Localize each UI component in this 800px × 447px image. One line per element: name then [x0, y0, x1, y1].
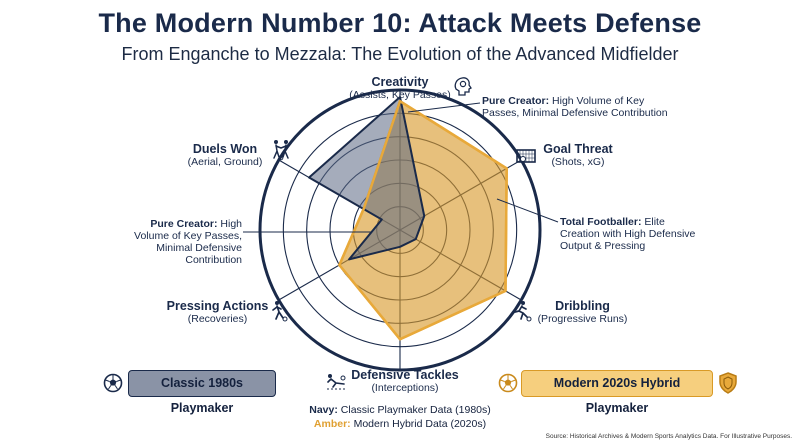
axis-label-duels-won: Duels Won (Aerial, Ground): [180, 143, 270, 169]
data-note-amber: Amber: Modern Hybrid Data (2020s): [0, 418, 800, 431]
navy-label: Navy:: [309, 404, 338, 416]
axis-name: Goal Threat: [543, 142, 613, 156]
annotation-total-footballer: Total Footballer: Elite Creation with Hi…: [560, 216, 700, 252]
sliding-tackle-icon: [327, 374, 346, 390]
football-icon: [103, 373, 123, 393]
source-note: Source: Historical Archives & Modern Spo…: [545, 433, 792, 440]
navy-text: Classic Playmaker Data (1980s): [337, 404, 491, 416]
goal-net-icon: [516, 149, 536, 163]
annotation-pure-creator-top: Pure Creator: High Volume of Key Passes,…: [482, 95, 682, 119]
series-classic-area: [308, 96, 426, 261]
pressing-player-icon: [272, 301, 288, 322]
axis-label-creativity: Creativity (Assists, Key Passes): [330, 76, 470, 102]
axis-name: Duels Won: [192, 142, 258, 156]
annotation-bold: Pure Creator:: [150, 218, 218, 230]
page-subtitle: From Enganche to Mezzala: The Evolution …: [121, 44, 679, 64]
axis-sub: (Recoveries): [187, 313, 248, 325]
page-title: The Modern Number 10: Attack Meets Defen…: [98, 8, 702, 38]
duel-players-icon: [273, 140, 289, 161]
axis-label-dribbling: Dribbling (Progressive Runs): [530, 300, 635, 326]
shield-icon: [719, 372, 737, 394]
annotation-leader-line: [407, 102, 481, 113]
axis-sub: (Interceptions): [371, 382, 439, 394]
annotation-leader-line: [496, 198, 559, 223]
amber-text: Modern Hybrid Data (2020s): [350, 418, 487, 430]
data-note-navy: Navy: Classic Playmaker Data (1980s): [0, 404, 800, 417]
dribbling-player-icon: [514, 301, 532, 322]
axis-name: Defensive Tackles: [351, 368, 459, 382]
axis-name: Dribbling: [555, 299, 610, 313]
axis-sub: (Progressive Runs): [537, 313, 628, 325]
annotation-bold: Total Footballer:: [560, 216, 642, 228]
annotation-bold: Pure Creator:: [482, 95, 550, 107]
axis-sub: (Shots, xG): [551, 156, 605, 168]
annotation-text: Elite Creation with High Defensive Outpu…: [560, 216, 696, 252]
axis-sub: (Aerial, Ground): [187, 156, 263, 168]
annotation-text: High Volume of Key Passes, Minimal Defen…: [482, 95, 668, 119]
annotation-pure-creator-left: Pure Creator: High Volume of Key Passes,…: [122, 218, 242, 266]
legend-classic-playmaker: Classic 1980s Playmaker: [128, 370, 276, 415]
axis-label-defensive-tackles: Defensive Tackles (Interceptions): [340, 369, 470, 395]
axis-label-goal-threat: Goal Threat (Shots, xG): [538, 143, 618, 169]
brain-gear-icon: [454, 77, 472, 96]
amber-label: Amber:: [313, 418, 351, 430]
football-icon: [498, 373, 518, 393]
axis-sub: (Assists, Key Passes): [349, 89, 451, 101]
annotation-text: High Volume of Key Passes, Minimal Defen…: [134, 218, 242, 266]
axis-label-pressing-actions: Pressing Actions (Recoveries): [165, 300, 270, 326]
axis-name: Pressing Actions: [166, 299, 269, 313]
series-modern-outline: [338, 99, 508, 341]
legend-modern-hybrid-playmaker: Modern 2020s Hybrid Playmaker: [521, 370, 713, 415]
axis-name: Creativity: [371, 75, 429, 89]
